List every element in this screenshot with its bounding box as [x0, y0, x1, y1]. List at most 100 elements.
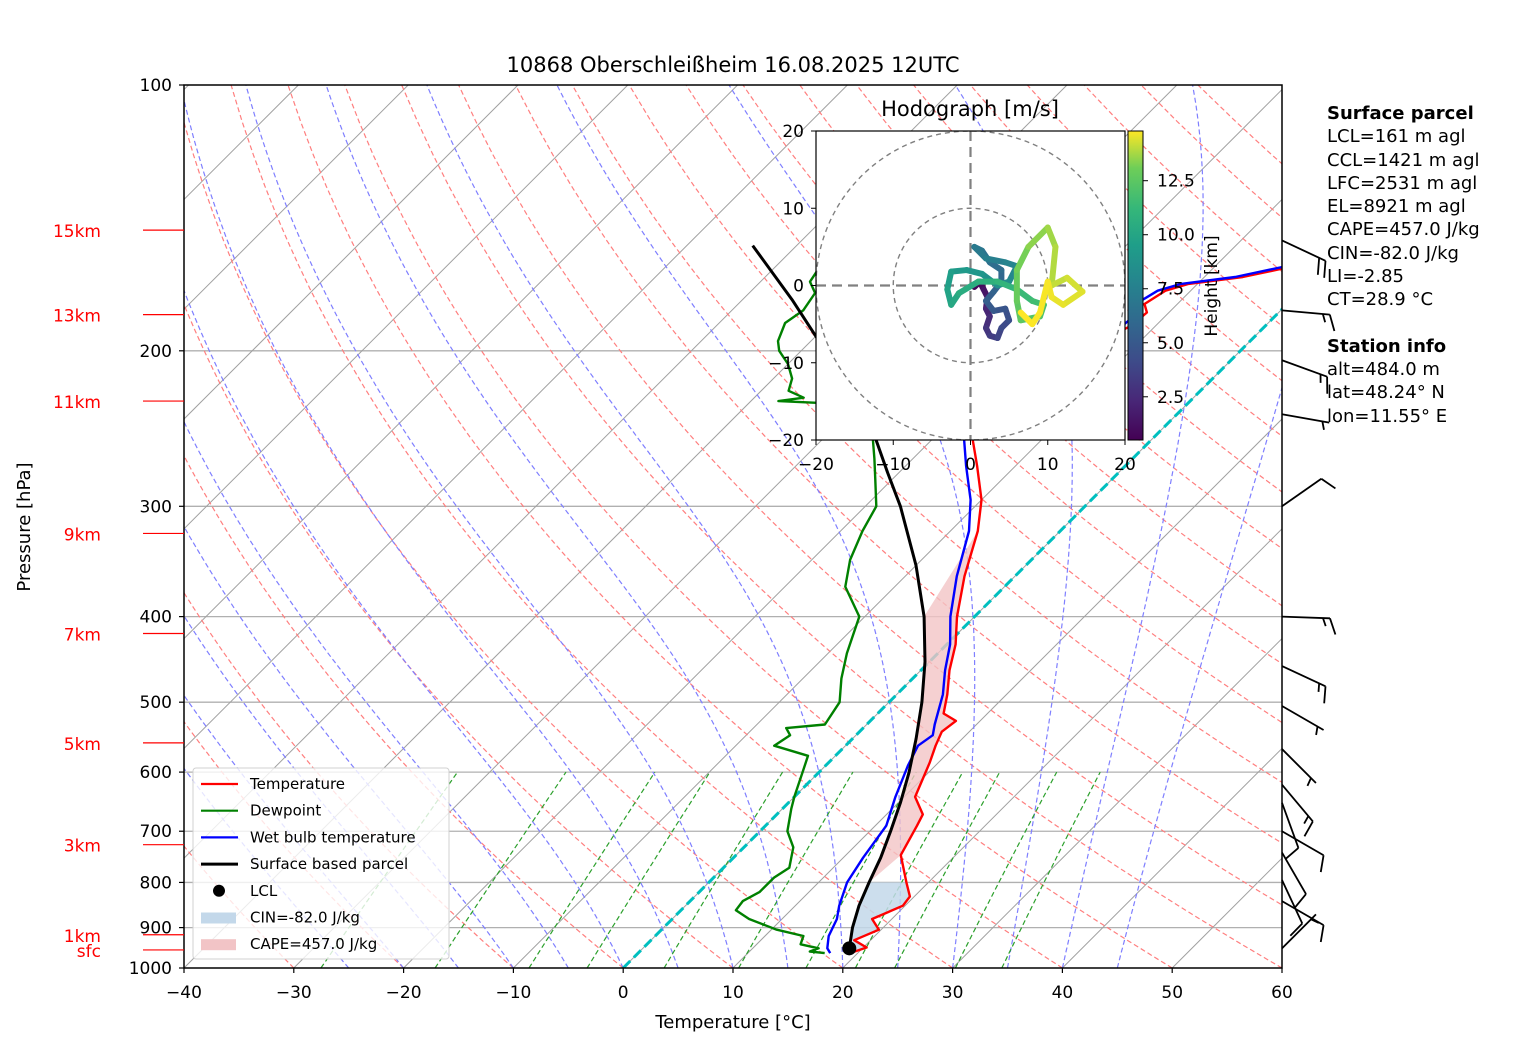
- hodograph-x-tick-label: −20: [798, 455, 834, 475]
- moist-adiabat-line: [184, 420, 569, 968]
- lfc-value: LFC=2531 m agl: [1327, 172, 1478, 194]
- barb-staff: [1281, 879, 1304, 924]
- barb-staff: [1281, 413, 1330, 424]
- barb-staff: [1281, 309, 1330, 316]
- barb-flag: [1319, 855, 1325, 873]
- surface-parcel-header: Surface parcel: [1327, 103, 1474, 124]
- barb-flag: [1320, 478, 1336, 490]
- hodograph-segment: [1013, 243, 1032, 274]
- isotherm-line: [842, 528, 1282, 968]
- y-tick-label: 400: [140, 608, 172, 628]
- barb-staff: [1281, 802, 1300, 849]
- dry-adiabat-line: [287, 85, 1063, 968]
- legend-item: Wet bulb temperature: [201, 828, 416, 846]
- cape-value: CAPE=457.0 J/kg: [1327, 219, 1480, 241]
- hodograph-x-tick-label: 20: [1114, 455, 1136, 475]
- barb-flag: [1329, 618, 1337, 635]
- height-marker-label: sfc: [77, 942, 101, 962]
- hodograph-segment: [982, 255, 1009, 266]
- barb-flag: [1294, 893, 1307, 908]
- wind-barb: [1281, 615, 1337, 635]
- height-marker-label: 11km: [53, 393, 101, 413]
- isotherm-line: [732, 418, 1282, 968]
- hodograph-segment: [1025, 224, 1051, 250]
- hodograph-x-tick-label: 0: [965, 455, 976, 475]
- colorbar-tick-label: 5.0: [1157, 334, 1184, 354]
- ct-value: CT=28.9 °C: [1327, 289, 1434, 311]
- barb-half-flag: [1321, 313, 1327, 323]
- legend-item: CAPE=457.0 J/kg: [201, 935, 377, 953]
- y-axis: 100 200 300 400 500 600 700 800 900 1000: [129, 76, 184, 979]
- lcl-value: LCL=161 m agl: [1327, 126, 1466, 148]
- barb-half-flag: [1310, 918, 1320, 924]
- el-value: EL=8921 m agl: [1327, 196, 1466, 218]
- hodograph: −20 −20 −10 −10 0 0 10 10 20 20 Hodograph [m/s] 2…: [768, 97, 1222, 475]
- colorbar-label: Height [km]: [1202, 235, 1222, 336]
- x-tick-label: 30: [942, 983, 964, 1003]
- x-axis-label: Temperature [°C]: [654, 1012, 810, 1033]
- hodograph-segment: [994, 278, 1020, 293]
- hodograph-segment: [1044, 224, 1059, 250]
- y-axis-label: Pressure [hPa]: [14, 462, 35, 591]
- wind-barb: [1281, 309, 1336, 332]
- x-tick-label: 40: [1052, 983, 1074, 1003]
- mixing-ratio-line: [954, 771, 1058, 968]
- height-marker-label: 1km: [64, 927, 101, 947]
- x-tick-label: −40: [166, 983, 202, 1003]
- dry-adiabat-line: [184, 302, 734, 968]
- height-marker-label: 13km: [53, 307, 101, 327]
- isotherm-line: [184, 85, 409, 310]
- legend-swatch: [213, 884, 225, 897]
- dry-adiabat-line: [571, 85, 1282, 784]
- legend-label: Dewpoint: [250, 802, 321, 820]
- isotherm-line: [952, 637, 1282, 968]
- moist-adiabat-line: [184, 614, 459, 968]
- isotherm-line: [513, 198, 1282, 968]
- height-marker-label: 5km: [64, 735, 101, 755]
- height-marker-label: 15km: [53, 222, 101, 242]
- x-tick-label: 60: [1271, 983, 1293, 1003]
- legend-item: Dewpoint: [201, 802, 321, 820]
- dry-adiabat-line: [514, 85, 1282, 844]
- barb-half-flag: [1321, 421, 1325, 430]
- barb-staff: [1281, 359, 1328, 378]
- hodograph-y-tick-label: 0: [793, 277, 804, 297]
- moist-adiabat-line: [245, 85, 734, 968]
- dry-adiabat-line: [184, 120, 844, 968]
- y-tick-label: 200: [140, 342, 172, 362]
- isotherm-line: [184, 85, 738, 640]
- y-tick-label: 600: [140, 763, 172, 783]
- barb-flag: [1289, 922, 1303, 937]
- wind-barb: [1281, 239, 1327, 278]
- moist-adiabat-line: [556, 85, 902, 968]
- freezing-level-line: [622, 307, 1282, 968]
- mixing-ratio-line: [738, 771, 854, 968]
- dry-adiabat-line: [184, 454, 624, 968]
- x-axis: −40 −30 −20 −10 0 10 20 30 40 50 60: [166, 968, 1293, 1003]
- mixing-ratio-line: [663, 771, 784, 968]
- chart-title: 10868 Oberschleißheim 16.08.2025 12UTC: [507, 53, 960, 77]
- mixing-ratio-line: [894, 771, 1001, 968]
- barb-half-flag: [1315, 726, 1319, 736]
- wind-barb: [1281, 802, 1300, 860]
- barb-flag: [1303, 821, 1314, 837]
- legend-swatch: [201, 912, 236, 924]
- station-altitude: alt=484.0 m: [1327, 358, 1440, 380]
- wind-barb: [1281, 852, 1307, 908]
- wind-barb: [1281, 413, 1330, 430]
- station-latitude: lat=48.24° N: [1327, 382, 1445, 404]
- cin-value: CIN=-82.0 J/kg: [1327, 242, 1459, 264]
- legend-label: LCL: [250, 882, 278, 900]
- hodograph-segment: [955, 278, 982, 297]
- legend-item: Temperature: [201, 775, 345, 793]
- colorbar: [1127, 130, 1144, 441]
- wind-barb: [1281, 879, 1304, 937]
- hodograph-segment: [944, 268, 955, 293]
- moist-adiabat-line: [1061, 85, 1204, 968]
- height-marker-label: 7km: [64, 625, 101, 645]
- isotherm-line: [184, 85, 848, 750]
- colorbar-tick-label: 2.5: [1157, 388, 1184, 408]
- y-tick-label: 500: [140, 693, 172, 713]
- station-longitude: lon=11.55° E: [1327, 405, 1448, 427]
